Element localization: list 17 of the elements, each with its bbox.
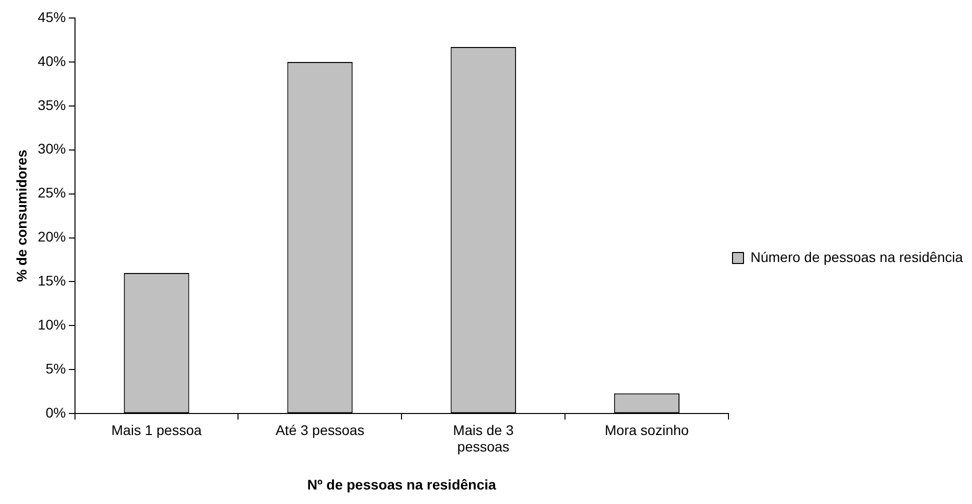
y-axis-title: % de consumidores	[13, 149, 30, 282]
y-tick-label: 5%	[46, 360, 66, 377]
y-tick-label: 15%	[38, 272, 66, 289]
y-tick-label: 35%	[38, 96, 66, 113]
x-tick-label: Até 3 pessoas	[276, 422, 364, 438]
legend-label: Número de pessoas na residência	[750, 248, 964, 265]
y-tick-label: 25%	[38, 184, 66, 201]
y-tick-label: 10%	[38, 316, 66, 333]
y-tick-label: 30%	[38, 140, 66, 157]
y-tick-label: 0%	[46, 404, 66, 420]
x-tick-label: Mais de 3 pessoas	[453, 422, 514, 455]
x-axis-title: Nº de pessoas na residência	[307, 476, 496, 492]
x-tick-label: Mora sozinho	[604, 422, 690, 438]
y-tick-label: 40%	[38, 52, 66, 69]
y-tick-label: 20%	[38, 228, 66, 245]
y-tick-label: 45%	[38, 8, 66, 25]
x-tick-label: Mais 1 pessoa	[111, 422, 202, 438]
